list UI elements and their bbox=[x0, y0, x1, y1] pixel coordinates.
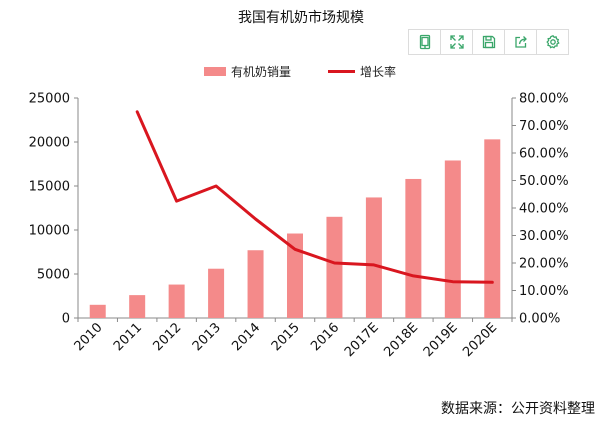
expand-icon bbox=[449, 35, 464, 49]
tablet-icon bbox=[419, 34, 430, 50]
fullscreen-button[interactable] bbox=[440, 29, 473, 55]
y-left-tick-label: 25000 bbox=[29, 92, 70, 107]
y-right-tick-label: 70.00% bbox=[519, 119, 569, 134]
x-tick-label: 2017E bbox=[342, 320, 382, 360]
y-right-tick-label: 40.00% bbox=[519, 202, 569, 217]
legend-swatch-bars bbox=[204, 67, 226, 76]
y-left-tick-label: 10000 bbox=[29, 224, 70, 239]
x-tick-label: 2015 bbox=[269, 320, 303, 354]
bar bbox=[247, 250, 264, 318]
bar bbox=[287, 233, 303, 318]
tablet-view-button[interactable] bbox=[408, 29, 441, 55]
y-right-tick-label: 80.00% bbox=[519, 92, 569, 107]
chart-title: 我国有机奶市场规模 bbox=[238, 9, 364, 26]
bar bbox=[168, 284, 185, 318]
bar bbox=[484, 139, 501, 318]
chart-toolbar bbox=[408, 29, 573, 55]
legend-label-bars: 有机奶销量 bbox=[231, 65, 291, 79]
bar bbox=[208, 268, 225, 318]
x-tick-label: 2016 bbox=[308, 320, 342, 354]
y-left-tick-label: 20000 bbox=[29, 136, 70, 151]
bar bbox=[129, 295, 146, 318]
y-right-tick-label: 30.00% bbox=[519, 229, 569, 244]
x-tick-label: 2010 bbox=[72, 320, 106, 354]
x-tick-label: 2013 bbox=[190, 320, 224, 354]
save-image-button[interactable] bbox=[472, 29, 505, 55]
x-tick-label: 2014 bbox=[229, 320, 263, 354]
growth-line bbox=[135, 110, 494, 284]
x-tick-label: 2012 bbox=[150, 320, 184, 354]
bar bbox=[326, 216, 343, 318]
settings-icon bbox=[545, 35, 560, 49]
settings-button[interactable] bbox=[536, 29, 569, 55]
share-icon bbox=[514, 36, 527, 48]
y-left-tick-label: 0 bbox=[62, 312, 70, 327]
bar bbox=[405, 178, 422, 318]
bar bbox=[444, 160, 461, 318]
bar bbox=[365, 197, 382, 318]
share-button[interactable] bbox=[504, 29, 537, 55]
bar bbox=[89, 304, 106, 318]
y-right-tick-label: 0.00% bbox=[519, 312, 560, 327]
y-right-tick-label: 10.00% bbox=[519, 284, 569, 299]
y-right-tick-label: 60.00% bbox=[519, 147, 569, 162]
y-right-tick-label: 20.00% bbox=[519, 257, 569, 272]
x-tick-label: 2018E bbox=[381, 320, 421, 360]
x-tick-label: 2011 bbox=[111, 320, 145, 354]
x-tick-label: 2020E bbox=[460, 320, 500, 360]
x-tick-label: 2019E bbox=[421, 320, 461, 360]
y-right-tick-label: 50.00% bbox=[519, 174, 569, 189]
legend-label-line: 增长率 bbox=[360, 64, 396, 79]
y-left-tick-label: 5000 bbox=[37, 268, 70, 283]
save-icon bbox=[482, 35, 495, 49]
source-note: 数据来源：公开资料整理 bbox=[441, 401, 595, 417]
y-left-tick-label: 15000 bbox=[29, 180, 70, 195]
